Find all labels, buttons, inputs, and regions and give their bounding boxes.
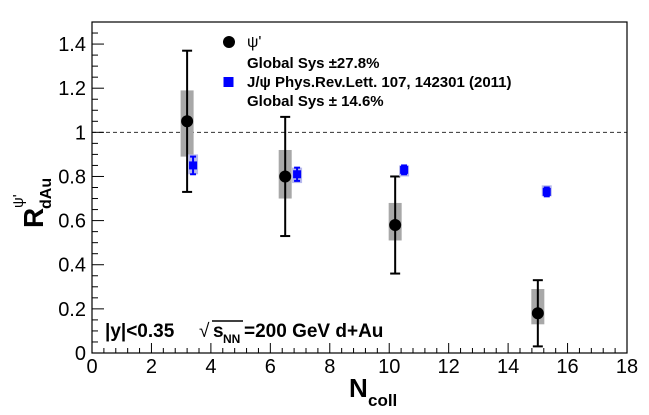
annotation-s-subscript: NN — [223, 332, 240, 346]
plot-frame — [91, 21, 628, 354]
legend-marker-jpsi — [223, 77, 234, 87]
y-axis-title: R dAu ψ' — [10, 178, 55, 228]
x-axis-title: N coll — [349, 373, 397, 410]
legend-label-jpsi: J/ψ Phys.Rev.Lett. 107, 142301 (2011) — [247, 74, 512, 91]
x-tick-label: 8 — [324, 356, 335, 378]
x-tick-label: 6 — [265, 356, 276, 378]
y-tick-label: 1.2 — [58, 78, 86, 100]
data-point — [293, 170, 302, 179]
y-tick-label: 0.4 — [58, 255, 86, 277]
x-tick-label: 16 — [556, 356, 578, 378]
plot-area — [92, 49, 627, 348]
annotation-sqrt-symbol: √ — [199, 321, 210, 342]
annotation: |y|<0.35 √ s NN =200 GeV d+Au — [105, 320, 383, 346]
y-axis-label-main: R — [18, 208, 49, 228]
data-point — [542, 187, 551, 196]
y-tick-label: 0 — [75, 343, 86, 365]
x-tick-label: 18 — [616, 356, 638, 378]
x-tick-label: 0 — [86, 356, 97, 378]
x-tick-label: 12 — [438, 356, 460, 378]
legend-label-psi-prime: ψ' — [247, 34, 261, 51]
data-point — [181, 115, 194, 128]
y-tick-label: 0.6 — [58, 211, 86, 233]
data-point — [531, 307, 544, 320]
x-tick-label: 14 — [497, 356, 519, 378]
x-axis-label-subscript: coll — [368, 391, 397, 410]
x-axis-label-main: N — [349, 373, 368, 403]
legend: ψ' Global Sys ±27.8% J/ψ Phys.Rev.Lett. … — [223, 34, 512, 110]
data-point — [279, 170, 292, 183]
annotation-s: s — [213, 321, 224, 342]
y-axis-label-subscript: dAu — [38, 178, 55, 209]
legend-marker-psi-prime — [223, 36, 235, 48]
annotation-energy: =200 GeV d+Au — [244, 321, 383, 342]
y-tick-label: 1 — [75, 122, 86, 144]
data-point — [400, 165, 409, 174]
data-point — [189, 161, 198, 170]
series-psi-prime — [180, 49, 545, 348]
x-tick-label: 10 — [378, 356, 400, 378]
x-tick-label: 2 — [146, 356, 157, 378]
y-axis-label-superscript: ψ' — [10, 194, 27, 208]
y-tick-label: 1.4 — [58, 34, 86, 56]
series-jpsi — [188, 154, 552, 198]
y-tick-label: 0.2 — [58, 299, 86, 321]
legend-global-sys-jpsi: Global Sys ± 14.6% — [247, 93, 384, 110]
x-tick-label: 4 — [205, 356, 216, 378]
data-point — [389, 219, 402, 232]
y-tick-label: 0.8 — [58, 166, 86, 188]
annotation-rapidity: |y|<0.35 — [105, 321, 175, 342]
legend-global-sys-psi-prime: Global Sys ±27.8% — [247, 55, 379, 72]
